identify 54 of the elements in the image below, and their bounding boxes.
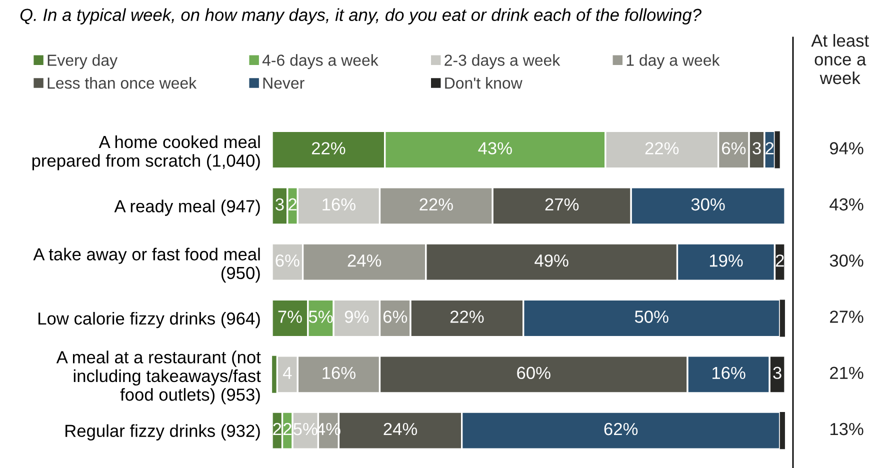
data-label: 62% — [604, 422, 638, 436]
data-label: 2 — [288, 198, 297, 210]
data-label: 22% — [645, 142, 679, 154]
data-label: 22% — [450, 310, 484, 323]
legend-label: 1 day a week — [626, 54, 720, 70]
data-label: 3 — [752, 142, 761, 154]
chart-title: Q. In a typical week, on how many days, it any, do you eat or drink each of the following? — [20, 8, 702, 24]
text: 43% — [830, 198, 864, 211]
y-tick-label: Low calorie fizzy drinks (964) — [38, 312, 260, 328]
data-label: 43% — [478, 142, 512, 154]
data-label: 16% — [322, 366, 356, 380]
data-label: 6% — [722, 142, 746, 154]
data-label: 16% — [322, 198, 356, 211]
text: At least once a week — [811, 34, 869, 84]
y-tick-label: A home cooked meal prepared from scratch (1,040) — [32, 135, 260, 170]
data-label: 22% — [312, 142, 346, 154]
data-label: 27% — [545, 198, 579, 211]
data-label: 6% — [383, 310, 408, 323]
y-tick-label: A take away or fast food meal (950) — [33, 248, 260, 283]
data-label: 3 — [276, 198, 284, 211]
text: 13% — [830, 422, 864, 436]
bar — [774, 131, 780, 168]
text: 21% — [830, 366, 864, 379]
data-label: 49% — [534, 254, 568, 267]
data-label: 2 — [283, 422, 292, 436]
data-label: 9% — [344, 310, 369, 323]
legend-label: 4-6 days a week — [262, 54, 378, 70]
data-label: 6% — [276, 254, 300, 267]
legend-label: Never — [263, 78, 304, 89]
y-tick-label: Regular fizzy drinks (932) — [66, 424, 260, 440]
text: 30% — [830, 254, 864, 267]
data-label: 24% — [348, 254, 382, 267]
data-label: 3 — [773, 366, 782, 380]
data-label: 60% — [517, 366, 550, 380]
data-label: 2 — [766, 142, 774, 154]
legend-label: Every day — [48, 54, 118, 70]
y-tick-label: A meal at a restaurant (not including takeaways/fast food outlets) (953) — [56, 350, 261, 404]
data-label: 22% — [420, 198, 453, 211]
data-label: 5% — [294, 423, 318, 436]
legend-label: 2-3 days a week — [444, 54, 560, 70]
data-label: 4 — [282, 366, 292, 379]
data-label: 2 — [776, 254, 784, 267]
data-label: 30% — [691, 198, 725, 211]
legend-label: Less than once week — [48, 77, 197, 89]
text: 94% — [830, 142, 864, 154]
data-label: 19% — [710, 254, 743, 267]
legend-label: Don't know — [445, 77, 522, 89]
data-label: 50% — [634, 310, 668, 323]
data-label: 2 — [273, 422, 282, 436]
data-label: 7% — [278, 310, 302, 323]
data-label: 16% — [712, 366, 746, 380]
data-label: 24% — [384, 422, 418, 436]
y-tick-label: A ready meal (947) — [114, 200, 260, 216]
text: 27% — [830, 310, 864, 323]
